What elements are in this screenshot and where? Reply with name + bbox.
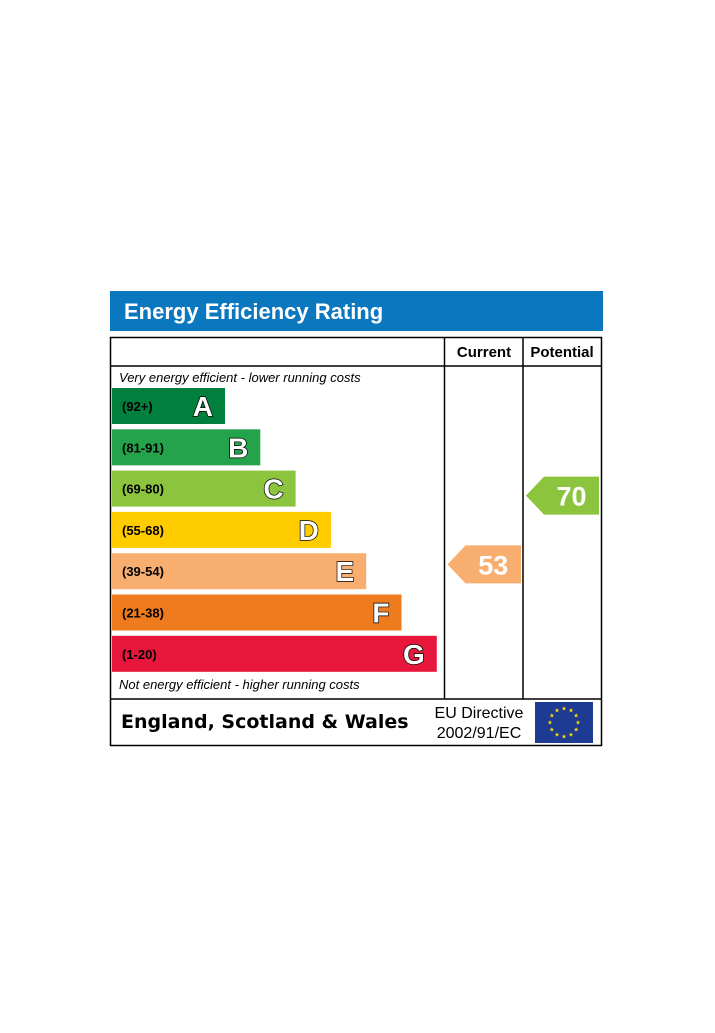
- header-banner: [110, 291, 603, 331]
- eu-star-icon: [547, 720, 553, 725]
- eu-star-icon: [561, 734, 567, 739]
- band-bar-d: [112, 511, 331, 548]
- band-g: (1-20) G: [112, 635, 437, 672]
- potential-rating-arrow-value: 70: [556, 482, 586, 512]
- band-f: (21-38) F: [112, 594, 402, 631]
- band-range-a: (92+): [122, 399, 153, 414]
- eu-star-icon: [561, 706, 567, 711]
- band-bar-c: [112, 470, 296, 507]
- footer-directive-line1: EU Directive: [435, 705, 524, 722]
- eu-star-icon: [549, 713, 555, 718]
- band-bar-a: [112, 388, 225, 424]
- chart-frame: [109, 336, 603, 747]
- band-bar-b: [112, 429, 261, 466]
- band-range-f: (21-38): [122, 606, 164, 621]
- band-letter-c: C: [263, 474, 283, 505]
- band-letter-g: G: [403, 639, 425, 670]
- eu-star-icon: [573, 727, 579, 732]
- band-a: (92+) A: [112, 388, 225, 424]
- band-bar-f: [112, 594, 402, 631]
- band-letter-f: F: [372, 598, 389, 629]
- bottom-note: Not energy efficient - higher running co…: [119, 677, 360, 692]
- band-d: (55-68) D: [112, 511, 331, 548]
- band-range-d: (55-68): [122, 523, 164, 538]
- band-e: (39-54) E: [112, 553, 367, 590]
- chart-title: Energy Efficiency Rating: [124, 299, 383, 324]
- top-note: Very energy efficient - lower running co…: [119, 370, 361, 385]
- band-letter-d: D: [299, 515, 319, 546]
- band-b: (81-91) B: [112, 429, 261, 466]
- band-letter-a: A: [193, 391, 213, 422]
- current-rating-arrow-value: 53: [478, 550, 508, 580]
- band-bar-g: [112, 635, 437, 672]
- rating-bands: (92+) A (81-91) B (69-80) C (55-68) D (39-54) E (2…: [112, 388, 437, 672]
- eu-flag-icon: [535, 702, 593, 743]
- current-rating-arrow-shape: [447, 545, 521, 584]
- footer-directive-line2: 2002/91/EC: [437, 725, 522, 742]
- potential-rating-arrow-shape: [526, 476, 599, 515]
- column-current-label: Current: [457, 344, 511, 361]
- eu-star-icon: [573, 713, 579, 718]
- eu-star-icon: [568, 732, 574, 737]
- band-range-c: (69-80): [122, 482, 164, 497]
- potential-rating-arrow: 70: [526, 476, 599, 515]
- band-range-g: (1-20): [122, 647, 157, 662]
- current-rating-arrow: 53: [447, 545, 521, 584]
- band-c: (69-80) C: [112, 470, 296, 507]
- eu-star-icon: [554, 732, 560, 737]
- band-letter-b: B: [228, 432, 248, 463]
- rating-arrows: 53 70: [447, 476, 599, 584]
- eu-star-icon: [549, 727, 555, 732]
- eu-star-icon: [554, 707, 560, 713]
- band-range-e: (39-54): [122, 564, 164, 579]
- band-bar-e: [112, 553, 367, 590]
- eu-star-icon: [575, 720, 581, 725]
- band-range-b: (81-91): [122, 440, 164, 455]
- band-letter-e: E: [336, 556, 355, 587]
- eu-star-icon: [568, 707, 574, 713]
- footer-region: England, Scotland & Wales: [121, 711, 409, 733]
- column-potential-label: Potential: [530, 344, 593, 361]
